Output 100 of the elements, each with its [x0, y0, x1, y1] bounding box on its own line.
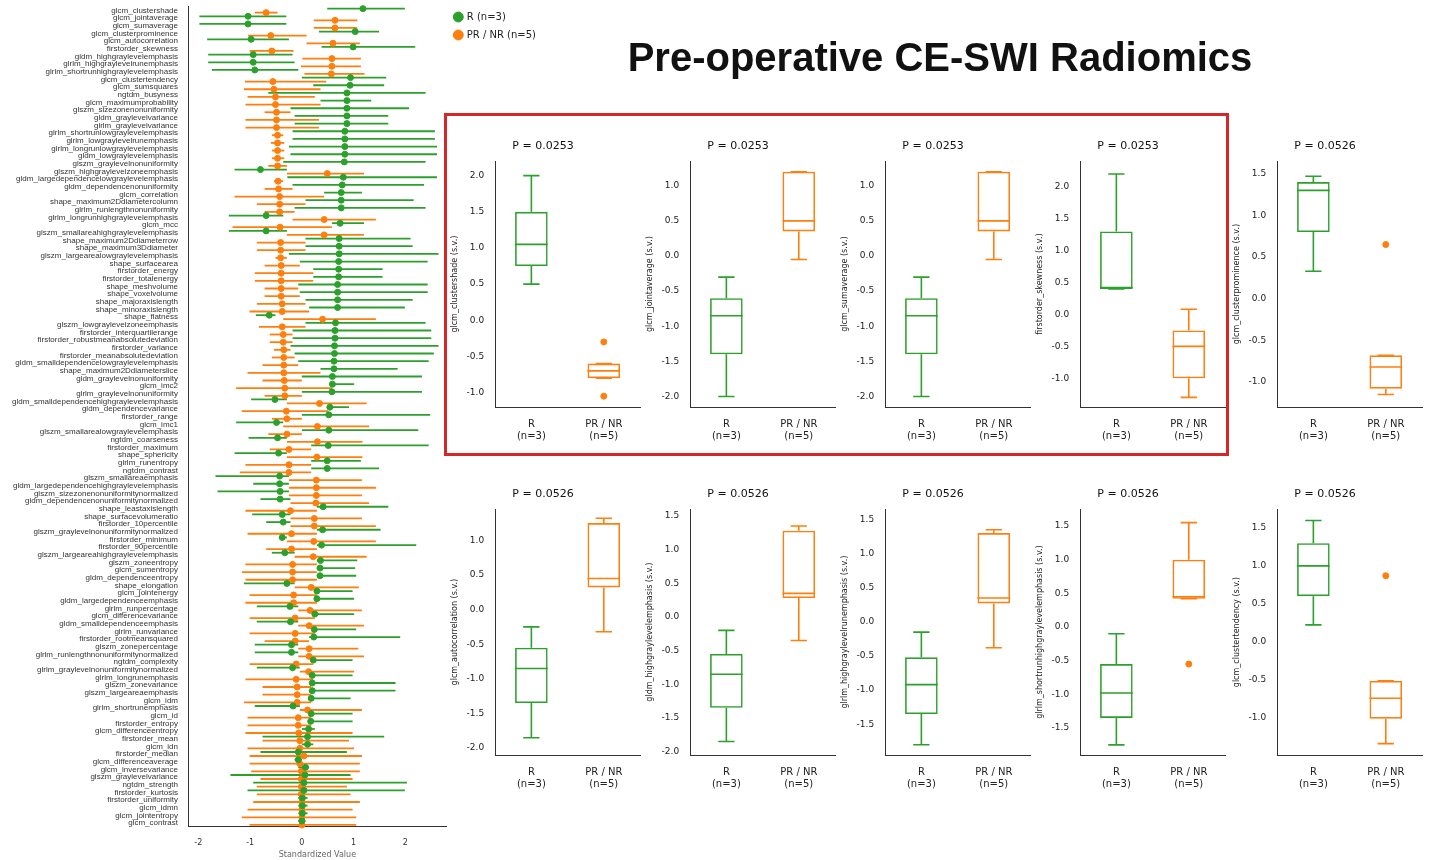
y-tick-label: 0.0	[1054, 621, 1070, 632]
y-axis-title: glcm_autocorrelation (s.v.)	[449, 578, 459, 686]
y-tick-label: -0.5	[1051, 340, 1070, 351]
y-tick-label: gldm_graylevelvariance	[93, 113, 179, 123]
y-tick-label: 1.0	[1054, 554, 1070, 565]
y-tick-label: 1.5	[664, 510, 680, 521]
y-tick-label: 1.5	[1054, 520, 1070, 531]
y-tick-label: 0.0	[859, 250, 875, 261]
y-tick-label: -1.0	[1051, 688, 1070, 699]
x-tick-label: R (n=3)	[711, 765, 741, 789]
y-tick-label: -1.0	[1248, 376, 1267, 387]
y-tick-label: -1.0	[661, 678, 680, 689]
y-tick-label: gldm_dependencenonuniformity	[64, 182, 178, 192]
x-tick-label: PR / NR (n=5)	[975, 417, 1013, 441]
y-tick-label: 0.0	[664, 250, 680, 261]
y-tick-label: -1.5	[661, 355, 680, 366]
y-tick-label: glrlm_lowgraylevelrunemphasis	[66, 136, 178, 146]
y-tick-label: shape_maximum2Ddiameterslice	[59, 366, 179, 376]
y-tick-label: 0.5	[1251, 598, 1267, 609]
x-tick-label: PR / NR (n=5)	[585, 765, 623, 789]
y-tick-label: 1.5	[859, 513, 875, 524]
y-tick-label: 0.0	[469, 314, 485, 325]
y-tick-label: 1.0	[1251, 560, 1267, 571]
y-axis-title: gldm_highgraylevelemphasis (s.v.)	[644, 562, 654, 702]
y-tick-label: -1.0	[1248, 711, 1267, 722]
x-tick-label: 0	[299, 837, 305, 847]
y-tick-label: 0.5	[859, 215, 875, 226]
y-tick-label: 1.0	[1251, 209, 1267, 220]
y-tick-label: -0.5	[856, 285, 875, 296]
y-tick-label: 1.5	[1054, 213, 1070, 223]
chart-title: P = 0.0526	[1294, 139, 1356, 153]
x-tick-label: R (n=3)	[516, 417, 546, 441]
y-tick-label: 2.0	[469, 170, 485, 180]
chart-title: P = 0.0526	[512, 487, 574, 501]
y-tick-label: 0.5	[469, 278, 485, 289]
y-axis-title: glcm_jointaverage (s.v.)	[644, 236, 654, 333]
x-tick-label: R (n=3)	[1101, 417, 1131, 441]
y-tick-label: glrlm_runvariance	[114, 626, 179, 636]
y-tick-label: -2.0	[661, 390, 680, 401]
text: Pre-operative CE-SWI Radiomics	[626, 35, 1254, 80]
y-tick-label: 1.5	[469, 206, 485, 217]
y-tick-label: gldm_graylevelnonuniformity	[76, 373, 178, 383]
y-tick-label: glcm_clustershade	[111, 5, 179, 15]
x-tick-label: R (n=3)	[1298, 765, 1328, 789]
y-tick-label: -0.5	[661, 285, 680, 296]
y-tick-label: 0.5	[664, 577, 680, 588]
y-tick-label: 0.5	[1054, 587, 1070, 598]
y-tick-label: 1.5	[1251, 168, 1267, 179]
chart-title: P = 0.0253	[512, 139, 574, 153]
x-tick-label: PR / NR (n=5)	[1367, 417, 1405, 441]
y-tick-label: 1.0	[859, 547, 875, 558]
y-tick-label: 0.5	[859, 582, 875, 593]
y-axis-title: glcm_clustertendency (s.v.)	[1231, 577, 1241, 688]
y-tick-label: -1.0	[1051, 372, 1070, 383]
y-tick-label: firstorder_totalenergy	[102, 274, 178, 284]
y-tick-label: 0.0	[1054, 308, 1070, 319]
y-tick-label: -0.5	[1248, 673, 1267, 684]
y-tick-label: -1.5	[856, 718, 875, 729]
y-tick-label: -1.0	[466, 386, 485, 397]
y-tick-label: glcm_idn	[145, 741, 178, 751]
x-tick-label: R (n=3)	[1298, 417, 1328, 441]
y-tick-label: gldm_smalldependencelowgraylevelemphasis	[15, 358, 178, 368]
x-tick-label: PR / NR (n=5)	[780, 765, 818, 789]
y-tick-label: -0.5	[466, 638, 485, 649]
y-tick-label: 0.0	[859, 616, 875, 627]
y-tick-label: -1.5	[856, 355, 875, 366]
y-axis-title: glrlm_highgraylevelrunemphasis (s.v.)	[839, 555, 849, 709]
x-tick-label: R (n=3)	[906, 417, 936, 441]
y-tick-label: 0.5	[1251, 251, 1267, 262]
x-axis-title: Standardized Value	[278, 850, 357, 860]
y-tick-label: glszm_graylevelnonuniformity	[72, 159, 178, 169]
y-tick-label: 1.0	[664, 543, 680, 554]
y-tick-label: 1.5	[1251, 522, 1267, 533]
y-tick-label: 1.0	[1054, 244, 1070, 255]
y-tick-label: glcm_sumaverage	[112, 21, 179, 31]
y-tick-label: -1.5	[1051, 722, 1070, 733]
y-tick-label: glrlm_shortrunhighgraylevelemphasis	[45, 67, 178, 77]
y-axis-title: glcm_clustershade (s.v.)	[449, 235, 459, 333]
y-tick-label: 1.0	[469, 534, 485, 545]
y-tick-label: glszm_largearealowgraylevelemphasis	[40, 251, 178, 261]
y-tick-label: 0.0	[1251, 635, 1267, 646]
y-tick-label: -2.0	[661, 745, 680, 756]
y-tick-label: -2.0	[466, 742, 485, 753]
y-tick-label: glcm_differenceaverage	[92, 756, 179, 766]
x-tick-label: R (n=3)	[906, 765, 936, 789]
x-tick-label: -2	[194, 837, 203, 847]
y-tick-label: firstorder_uniformity	[107, 795, 178, 805]
chart-title: P = 0.0526	[902, 487, 964, 501]
y-tick-label: -1.0	[856, 684, 875, 695]
y-tick-label: firstorder_meanabsolutedeviation	[59, 350, 178, 360]
y-tick-label: glrlm_graylevelnonuniformity	[76, 389, 178, 399]
y-tick-label: glrlm_runlengthnonuniformity	[74, 205, 178, 215]
y-tick-label: firstorder_variance	[111, 343, 179, 353]
x-tick-label: 1	[351, 837, 357, 847]
y-tick-label: -2.0	[856, 390, 875, 401]
legend-label: PR / NR (n=5)	[466, 28, 537, 40]
y-axis-title: glcm_clusterprominence (s.v.)	[1231, 223, 1241, 345]
y-tick-label: glszm_smallareahighgraylevelemphasis	[36, 228, 178, 238]
y-tick-label: 0.0	[1251, 293, 1267, 304]
x-tick-label: R (n=3)	[711, 417, 741, 441]
